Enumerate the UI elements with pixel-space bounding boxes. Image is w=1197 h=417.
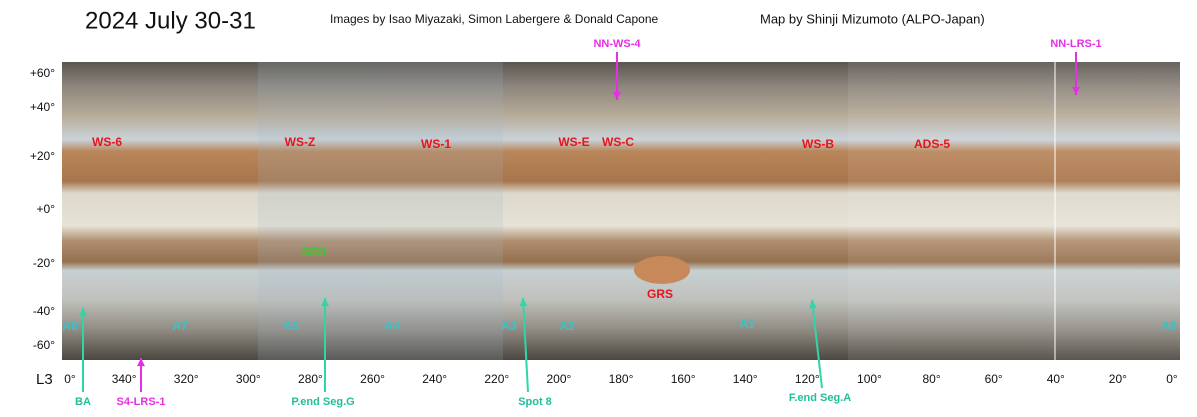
longitude-label: 120° (795, 372, 820, 386)
arrow-label: S4-LRS-1 (117, 396, 166, 408)
longitude-label: 20° (1109, 372, 1127, 386)
grs-spot (634, 256, 690, 284)
title: 2024 July 30-31 (85, 7, 256, 34)
arrow-label: BA (75, 396, 91, 408)
longitude-label: 300° (236, 372, 261, 386)
arrow-label: Spot 8 (518, 396, 552, 408)
feature-label: A1 (739, 317, 755, 331)
jupiter-map: 2024 July 30-31 Images by Isao Miyazaki,… (0, 0, 1197, 412)
arrow-label: F.end Seg.A (789, 392, 851, 404)
longitude-label: 140° (733, 372, 758, 386)
feature-label: A7 (172, 319, 188, 333)
map-credit: Map by Shinji Mizumoto (ALPO-Japan) (760, 11, 985, 26)
latitude-label: +60° (30, 66, 55, 80)
latitude-label: +40° (30, 100, 55, 114)
feature-label: GRS (647, 287, 673, 301)
longitude-label: 260° (360, 372, 385, 386)
axis-label: L3 (36, 371, 53, 388)
longitude-label: 100° (857, 372, 882, 386)
longitude-label: 0° (1166, 372, 1178, 386)
longitude-label: 40° (1047, 372, 1065, 386)
feature-label: WS-1 (421, 137, 451, 151)
latitude-label: -60° (33, 338, 55, 352)
feature-label: WS-E (558, 135, 589, 149)
longitude-label: 220° (484, 372, 509, 386)
feature-label: SED (302, 245, 327, 259)
arrow-label: NN-LRS-1 (1050, 38, 1101, 50)
latitude-label: -40° (33, 304, 55, 318)
longitude-label: 280° (298, 372, 323, 386)
image-strip (848, 62, 1180, 360)
feature-label: A8 (1161, 319, 1177, 333)
image-strip (258, 62, 503, 360)
feature-label: WS-C (602, 135, 634, 149)
arrow-label: P.end Seg.G (291, 396, 354, 408)
longitude-label: 180° (609, 372, 634, 386)
feature-label: WS-B (802, 137, 834, 151)
feature-label: A3 (501, 319, 517, 333)
longitude-label: 240° (422, 372, 447, 386)
feature-label: WS-Z (285, 135, 316, 149)
latitude-label: -20° (33, 256, 55, 270)
longitude-label: 160° (671, 372, 696, 386)
feature-label: A2 (559, 319, 575, 333)
feature-label: A4 (384, 319, 400, 333)
arrow-label: NN-WS-4 (593, 38, 641, 50)
longitude-label: 60° (985, 372, 1003, 386)
feature-label: A8 (62, 319, 78, 333)
images-credit: Images by Isao Miyazaki, Simon Labergere… (330, 12, 659, 26)
longitude-label: 0° (64, 372, 76, 386)
feature-label: ADS-5 (914, 137, 950, 151)
latitude-label: +0° (37, 202, 56, 216)
longitude-label: 320° (174, 372, 199, 386)
longitude-label: 80° (922, 372, 940, 386)
longitude-label: 200° (546, 372, 571, 386)
feature-label: A5 (283, 319, 299, 333)
longitude-label: 340° (112, 372, 137, 386)
feature-label: WS-6 (92, 135, 122, 149)
latitude-label: +20° (30, 149, 55, 163)
